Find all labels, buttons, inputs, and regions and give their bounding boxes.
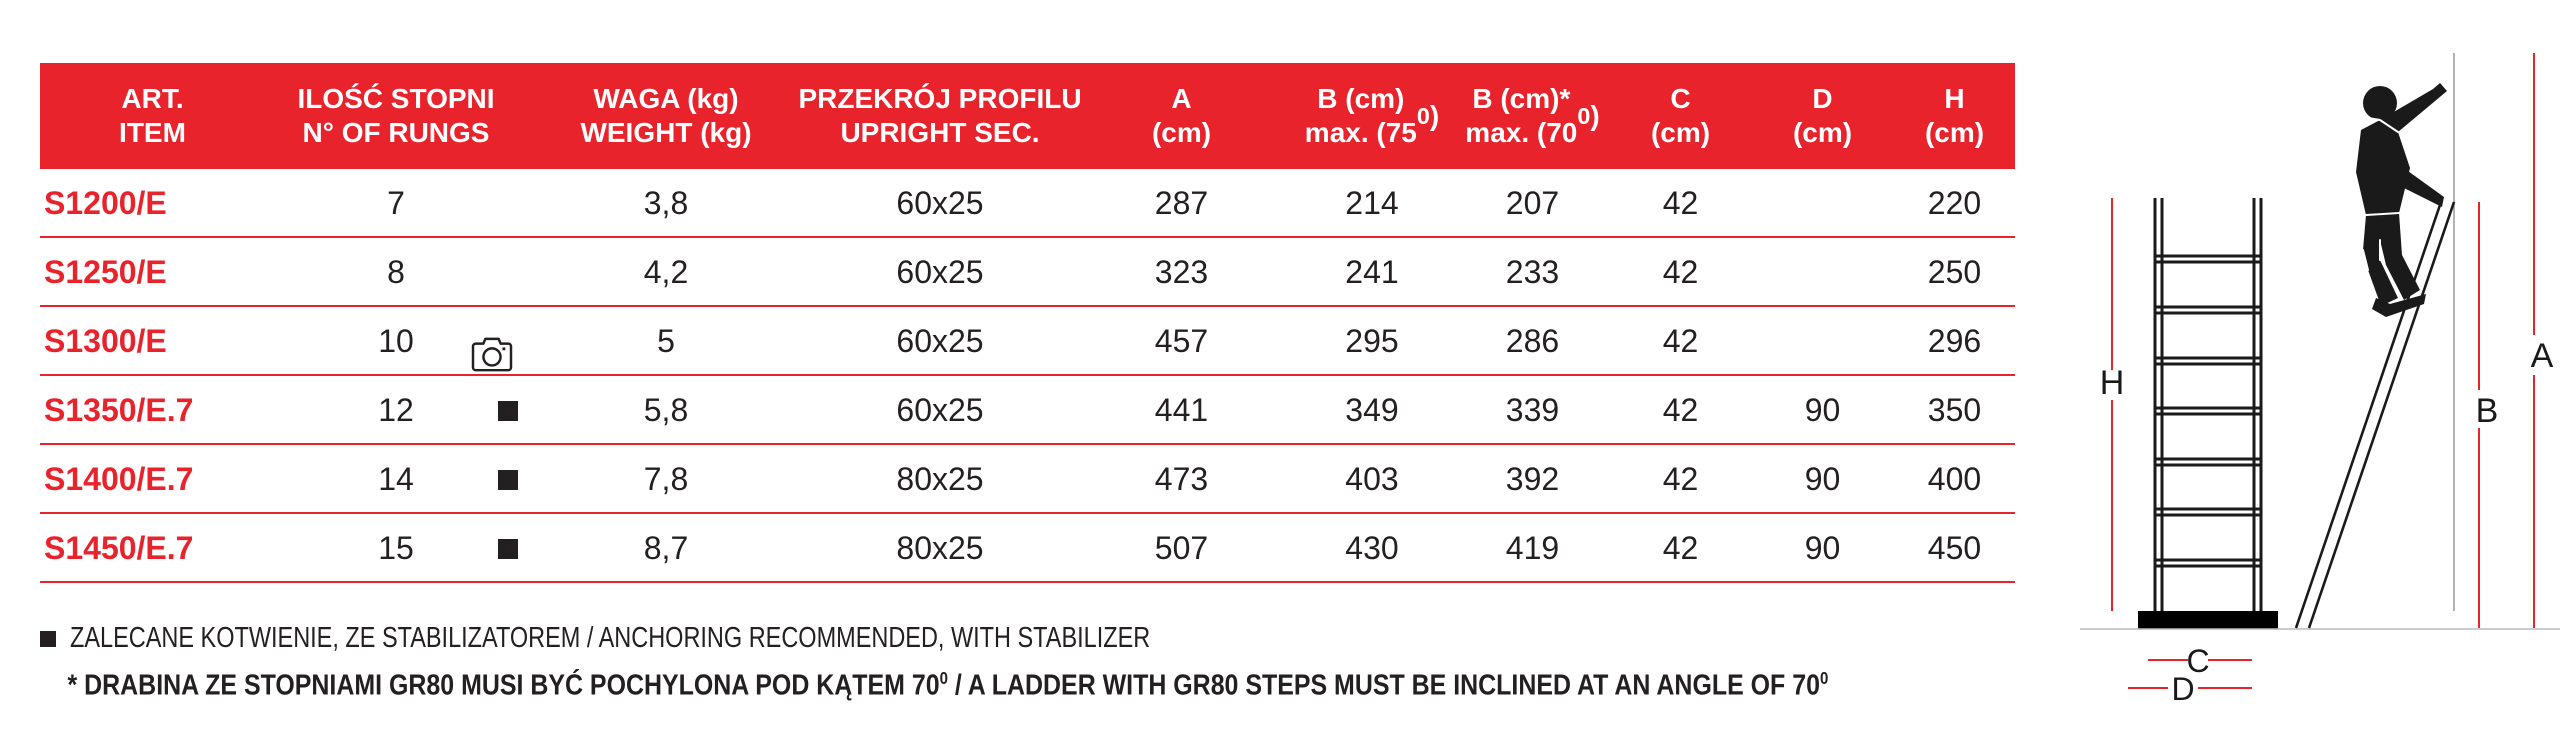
- svg-text:H: H: [2100, 364, 2125, 402]
- svg-text:D: D: [2171, 671, 2194, 707]
- svg-text:A: A: [2531, 337, 2554, 375]
- svg-text:B: B: [2476, 392, 2499, 430]
